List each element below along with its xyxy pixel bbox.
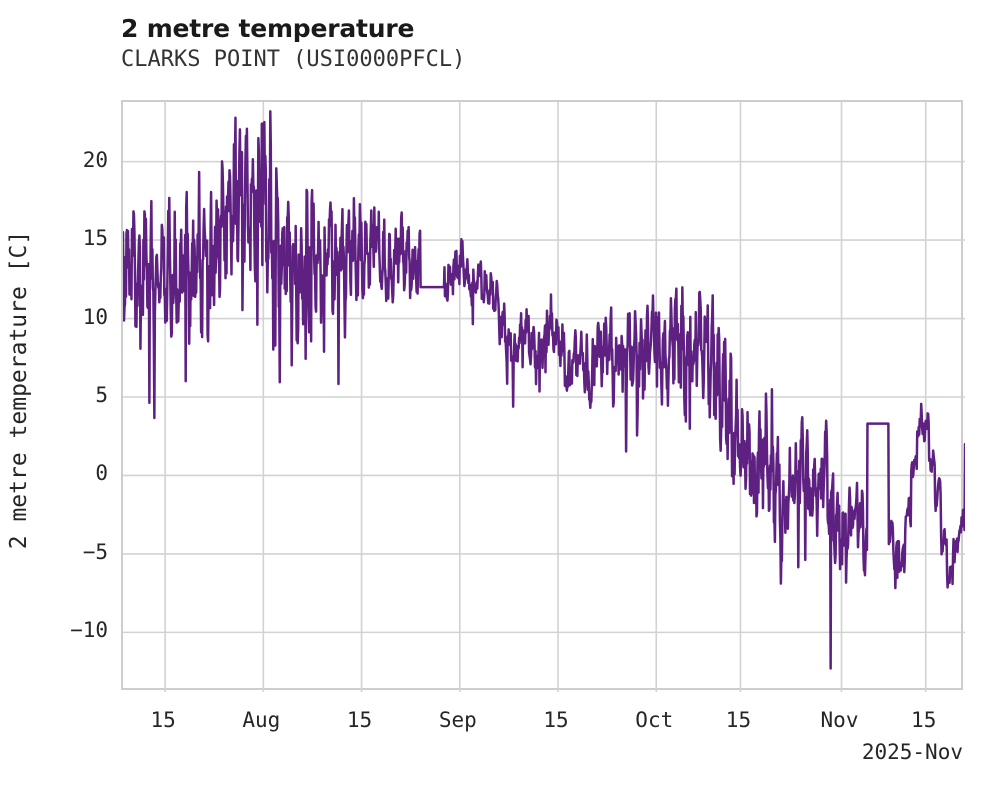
y-tick-label: 10 [82, 304, 108, 329]
y-tick-label: 15 [82, 226, 108, 251]
x-tick-label: 15 [150, 708, 176, 732]
y-tick-label: −5 [82, 539, 108, 564]
temperature-series-line [123, 110, 965, 670]
y-axis-tick-labels: 20 15 10 5 0 −5 −10 [0, 0, 108, 785]
y-tick-label: −10 [70, 618, 108, 643]
plot-area [121, 100, 965, 692]
x-tick-label: Aug [242, 708, 281, 732]
x-tick-label: Nov [820, 708, 859, 732]
y-tick-label: 5 [95, 383, 108, 407]
x-axis-offset-label: 2025-Nov [861, 740, 963, 764]
x-tick-label: Oct [635, 708, 674, 732]
x-tick-label: 15 [725, 708, 752, 732]
chart-canvas [123, 102, 965, 692]
x-tick-label: 15 [543, 708, 569, 732]
x-tick-label: 15 [346, 708, 373, 732]
page-title: 2 metre temperature [121, 14, 415, 43]
y-tick-label: 0 [95, 461, 108, 486]
vertical-gridlines [164, 102, 927, 692]
y-tick-label: 20 [82, 147, 108, 172]
x-tick-label: Sep [438, 708, 477, 732]
x-axis-tick-labels: 15 Aug 15 Sep 15 Oct 15 Nov 15 [0, 710, 981, 740]
chart-subtitle: CLARKS POINT (USI0000PFCL) [121, 47, 466, 72]
title-block: 2 metre temperature CLARKS POINT (USI000… [121, 14, 821, 74]
x-tick-label: 15 [911, 708, 937, 732]
